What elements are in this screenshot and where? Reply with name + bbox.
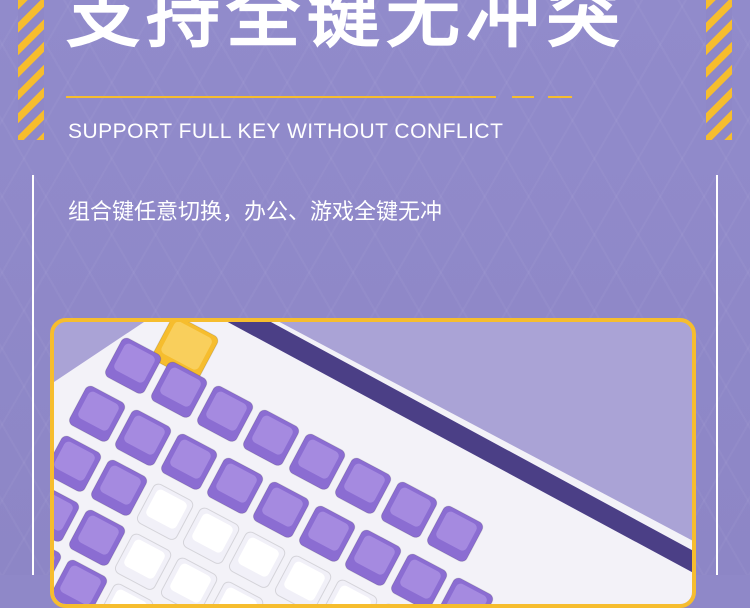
decorative-stripe-left — [18, 0, 44, 140]
page-title: 支持全键无冲突 — [66, 0, 626, 52]
subtitle-english: SUPPORT FULL KEY WITHOUT CONFLICT — [68, 120, 503, 144]
divider-dash — [548, 96, 572, 98]
feature-description: 组合键任意切换，办公、游戏全键无冲 — [68, 194, 442, 226]
decorative-stripe-right — [706, 0, 732, 140]
keycap — [251, 604, 311, 608]
divider-line — [66, 96, 496, 98]
frame-line-right — [716, 175, 718, 575]
keyboard-illustration — [54, 322, 696, 608]
keyboard-photo — [50, 318, 696, 608]
frame-line-left — [32, 175, 34, 575]
divider-dash — [512, 96, 534, 98]
